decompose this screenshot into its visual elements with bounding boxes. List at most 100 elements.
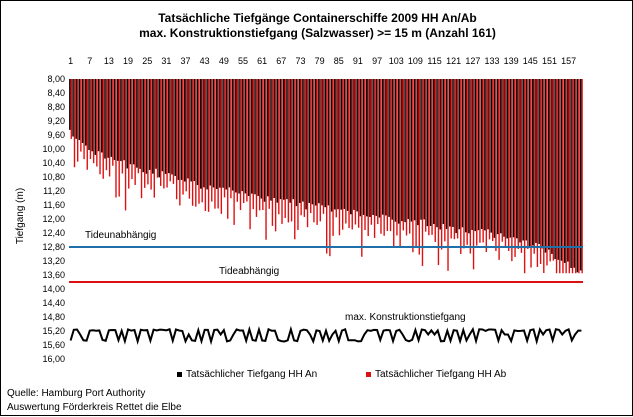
bar-ab bbox=[96, 79, 98, 167]
bar-ab bbox=[290, 79, 293, 222]
bar-an bbox=[461, 79, 464, 228]
bar-an bbox=[429, 79, 432, 226]
bar-an bbox=[193, 79, 196, 182]
bar-an bbox=[455, 79, 457, 234]
bar-ab bbox=[434, 79, 436, 242]
x-tick-label: 61 bbox=[257, 56, 267, 66]
bar-ab bbox=[418, 79, 420, 255]
bar-ab bbox=[86, 79, 88, 170]
legend-item-an: Tatsächlicher Tiefgang HH An bbox=[177, 369, 317, 380]
x-tick-label: 133 bbox=[484, 56, 499, 66]
bar-ab bbox=[185, 79, 187, 192]
bar-an bbox=[579, 79, 582, 271]
bar-ab bbox=[463, 79, 465, 249]
bar-ab bbox=[156, 79, 159, 178]
bar-ab bbox=[188, 79, 191, 199]
bar-an bbox=[235, 79, 237, 193]
bar-an bbox=[477, 79, 480, 231]
x-tick-label: 115 bbox=[427, 56, 441, 66]
x-tick-label: 145 bbox=[523, 56, 538, 66]
bar-an bbox=[375, 79, 378, 216]
y-tick-label: 11,20 bbox=[43, 186, 65, 196]
construction-draft-line bbox=[69, 325, 582, 346]
bar-an bbox=[279, 79, 282, 200]
bar-an bbox=[324, 79, 326, 208]
bar-ab bbox=[348, 79, 350, 229]
bar-an bbox=[340, 79, 342, 210]
bar-ab bbox=[242, 79, 245, 204]
bar-an bbox=[417, 79, 419, 226]
bar-ab bbox=[389, 79, 392, 232]
bar-an bbox=[506, 79, 508, 239]
bar-an bbox=[231, 79, 234, 191]
bar-an bbox=[314, 79, 317, 206]
bar-ab bbox=[207, 79, 210, 212]
bar-an bbox=[538, 79, 540, 244]
chart-title: Tatsächliche Tiefgänge Containerschiffe … bbox=[158, 11, 477, 25]
bar-ab bbox=[424, 79, 427, 232]
bar-an bbox=[410, 79, 413, 222]
bar-an bbox=[385, 79, 387, 216]
annotation-tideunabhaengig: Tideunabhängig bbox=[85, 230, 156, 241]
bar-an bbox=[276, 79, 279, 203]
bar-ab bbox=[495, 79, 497, 252]
bar-ab bbox=[287, 79, 290, 223]
reference-lines bbox=[69, 246, 583, 283]
bar-ab bbox=[460, 79, 462, 255]
bar-ab bbox=[437, 79, 440, 266]
bar-an bbox=[311, 79, 314, 205]
bar-ab bbox=[274, 79, 277, 232]
bar-ab bbox=[565, 79, 567, 274]
bar-an bbox=[321, 79, 323, 206]
bar-ab bbox=[121, 79, 124, 174]
bar-an bbox=[110, 79, 113, 157]
bar-ab bbox=[268, 79, 270, 209]
bar-ab bbox=[555, 79, 558, 274]
bar-ab bbox=[76, 79, 79, 162]
bar-an bbox=[407, 79, 410, 220]
bar-ab bbox=[485, 79, 488, 253]
bar-an bbox=[445, 79, 448, 229]
bar-ab bbox=[150, 79, 152, 190]
y-tick-label: 13,20 bbox=[42, 256, 65, 266]
bar-an bbox=[525, 79, 528, 241]
bar-an bbox=[442, 79, 445, 225]
bar-an bbox=[471, 79, 473, 231]
bar-ab bbox=[175, 79, 178, 200]
bar-an bbox=[161, 79, 164, 172]
bar-ab bbox=[223, 79, 226, 198]
bar-an bbox=[557, 79, 560, 260]
bar-an bbox=[152, 79, 154, 174]
bar-ab bbox=[108, 79, 111, 177]
bar-ab bbox=[552, 79, 555, 261]
bar-ab bbox=[456, 79, 459, 239]
bar-an bbox=[366, 79, 368, 217]
bar-ab bbox=[357, 79, 360, 228]
bar-ab bbox=[179, 79, 181, 206]
bar-an bbox=[544, 79, 547, 253]
x-tick-label: 25 bbox=[142, 56, 152, 66]
bar-an bbox=[196, 79, 199, 186]
bar-an bbox=[88, 79, 90, 150]
bar-ab bbox=[92, 79, 95, 164]
bar-ab bbox=[364, 79, 366, 230]
bar-ab bbox=[115, 79, 117, 198]
bar-ab bbox=[447, 79, 449, 271]
x-tick-label: 79 bbox=[315, 56, 325, 66]
bar-an bbox=[547, 79, 550, 250]
bar-an bbox=[512, 79, 515, 238]
bar-ab bbox=[262, 79, 264, 210]
x-tick-label: 31 bbox=[161, 56, 171, 66]
bar-an bbox=[480, 79, 483, 229]
bar-an bbox=[500, 79, 502, 234]
y-tick-label: 14,40 bbox=[42, 298, 65, 308]
bar-ab bbox=[488, 79, 491, 240]
bar-an bbox=[503, 79, 505, 237]
bar-ab bbox=[370, 79, 373, 225]
bar-an bbox=[94, 79, 97, 155]
bar-an bbox=[209, 79, 212, 186]
x-tick-labels: 1 7 13 19 25 31 37 43 49 55 61 67 73 79 85 91 97 103 109 11… bbox=[68, 56, 576, 66]
bar-ab bbox=[351, 79, 353, 230]
annotation-konstruktion: max. Konstruktionstiefgang bbox=[345, 312, 466, 323]
y-tick-label: 16,00 bbox=[42, 354, 65, 364]
